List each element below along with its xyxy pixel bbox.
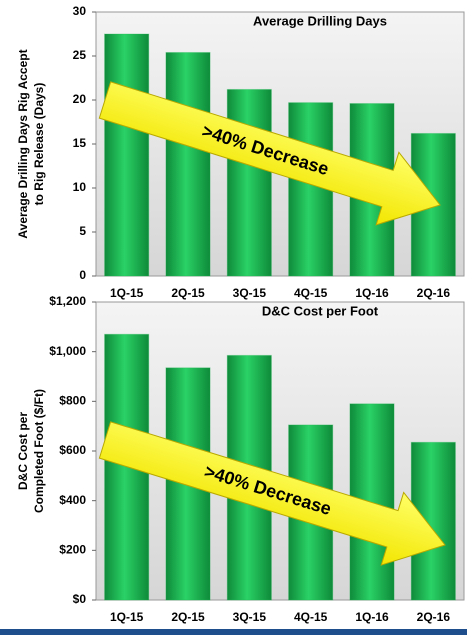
x-tick-label: 2Q-15 xyxy=(171,610,205,624)
y-tick-label: 10 xyxy=(73,180,87,194)
x-tick-label: 4Q-15 xyxy=(294,286,328,300)
bar xyxy=(165,51,211,277)
y-tick-label: $600 xyxy=(59,443,86,457)
arrow-shape xyxy=(98,81,441,226)
chart-title: D&C Cost per Foot xyxy=(262,303,379,318)
y-tick-label: $1,200 xyxy=(49,294,86,308)
arrow-shape xyxy=(98,421,446,566)
x-tick-label: 2Q-15 xyxy=(171,286,205,300)
x-tick-label: 4Q-15 xyxy=(294,610,328,624)
y-axis-label: D&C Cost per xyxy=(16,412,30,490)
x-tick-label: 1Q-16 xyxy=(355,286,389,300)
y-tick-label: 25 xyxy=(73,48,87,62)
y-tick-label: 0 xyxy=(79,268,86,282)
y-axis-label: Completed Foot ($/Ft) xyxy=(32,389,46,513)
y-tick-label: $400 xyxy=(59,493,86,507)
x-tick-label: 2Q-16 xyxy=(417,610,451,624)
footer-bar xyxy=(0,629,467,635)
y-tick-label: 15 xyxy=(73,136,87,150)
bar xyxy=(226,88,272,277)
x-tick-label: 1Q-15 xyxy=(110,286,144,300)
y-tick-label: $1,000 xyxy=(49,344,86,358)
y-axis-label: to Rig Release (Days) xyxy=(32,83,46,206)
x-tick-label: 1Q-15 xyxy=(110,610,144,624)
y-tick-label: 20 xyxy=(73,92,87,106)
x-tick-label: 2Q-16 xyxy=(417,286,451,300)
x-tick-label: 3Q-15 xyxy=(233,286,267,300)
y-tick-label: $0 xyxy=(73,592,87,606)
bar xyxy=(104,33,150,277)
y-tick-label: 30 xyxy=(73,4,87,18)
y-tick-label: 5 xyxy=(79,224,86,238)
arrow: >40% Decrease xyxy=(98,421,446,566)
chart-title: Average Drilling Days xyxy=(253,13,387,28)
x-tick-label: 1Q-16 xyxy=(355,610,389,624)
y-tick-label: $200 xyxy=(59,543,86,557)
x-tick-label: 3Q-15 xyxy=(233,610,267,624)
y-axis-label: Average Drilling Days Rig Accept xyxy=(16,49,30,238)
y-tick-label: $800 xyxy=(59,394,86,408)
